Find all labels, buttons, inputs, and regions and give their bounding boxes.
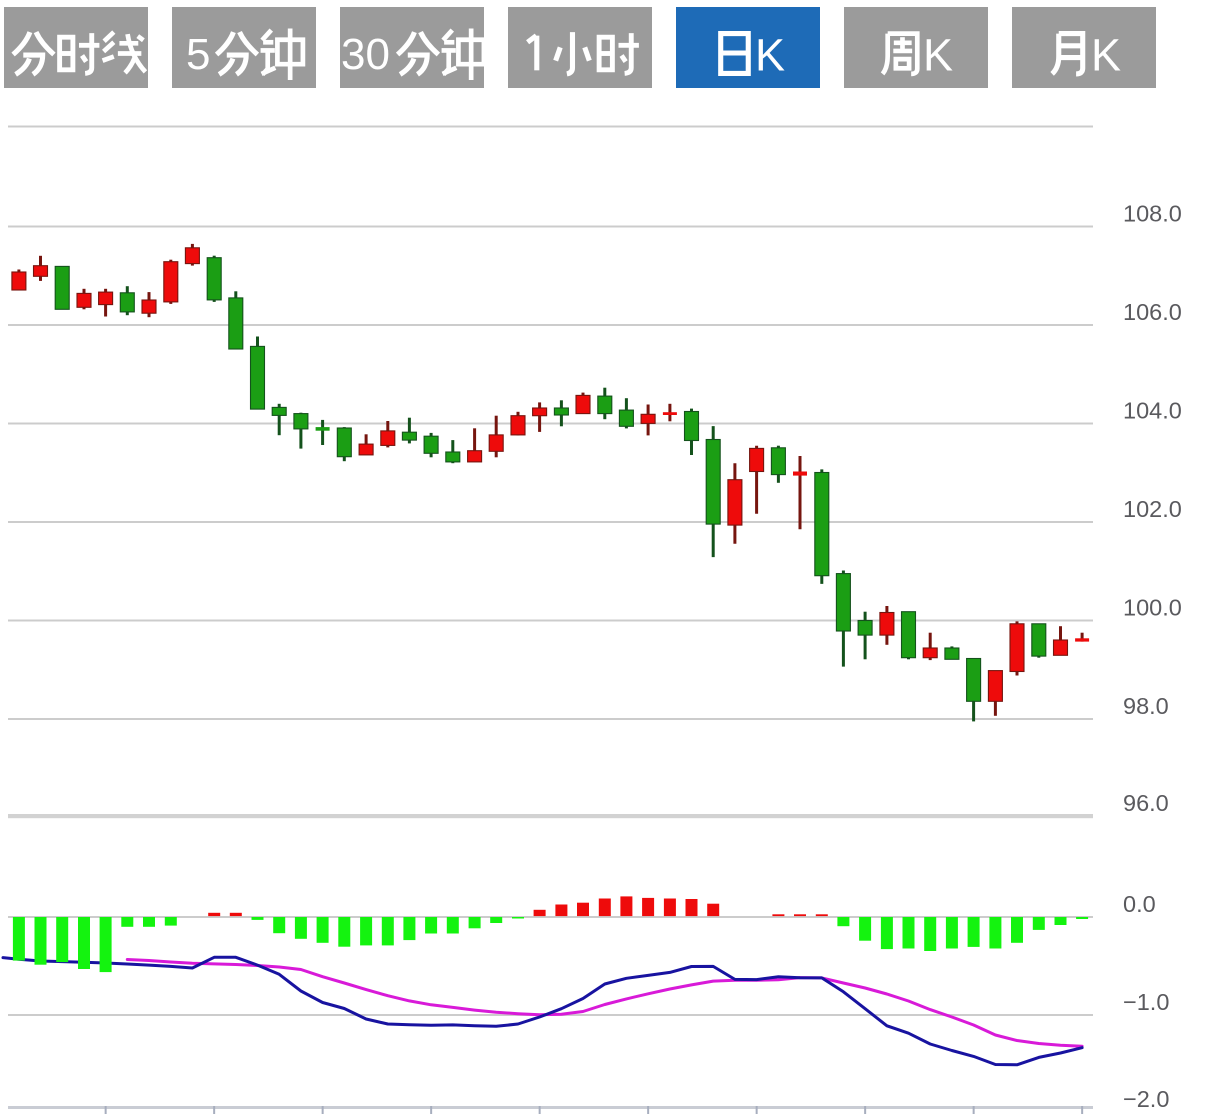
svg-text:30: 30 [341, 30, 390, 79]
svg-text:100.0: 100.0 [1123, 595, 1182, 621]
svg-text:106.0: 106.0 [1123, 299, 1182, 325]
svg-text:K: K [1091, 30, 1121, 81]
svg-text:108.0: 108.0 [1123, 201, 1182, 227]
svg-text:−2.0: −2.0 [1123, 1086, 1169, 1112]
svg-text:5: 5 [186, 30, 210, 79]
svg-text:K: K [923, 30, 953, 81]
svg-text:96.0: 96.0 [1123, 790, 1169, 816]
svg-text:−1.0: −1.0 [1123, 989, 1169, 1015]
svg-text:K: K [755, 30, 785, 81]
svg-text:102.0: 102.0 [1123, 496, 1182, 522]
svg-text:0.0: 0.0 [1123, 891, 1156, 917]
svg-text:104.0: 104.0 [1123, 398, 1182, 424]
svg-text:98.0: 98.0 [1123, 693, 1169, 719]
